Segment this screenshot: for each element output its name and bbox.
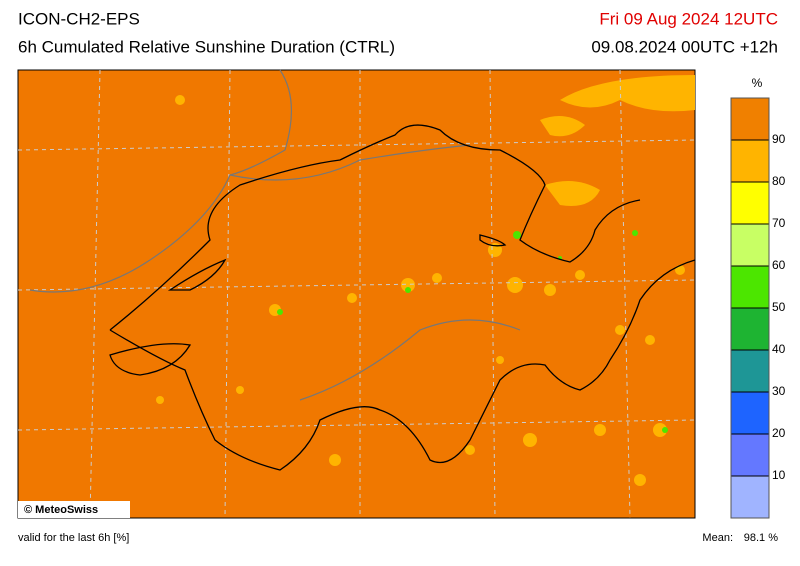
valid-date: Fri 09 Aug 2024 12UTC bbox=[599, 9, 778, 28]
credit: © MeteoSwiss bbox=[24, 504, 98, 516]
colorbar-tick-label: 70 bbox=[772, 216, 786, 230]
colorbar-segment bbox=[730, 433, 770, 477]
colorbar-segment bbox=[730, 349, 770, 393]
colorbar-tick-label: 30 bbox=[772, 384, 786, 398]
title: ICON-CH2-EPS bbox=[18, 9, 140, 28]
colorbar-segment bbox=[730, 307, 770, 351]
sunshine-patch bbox=[540, 116, 585, 137]
subtitle: 6h Cumulated Relative Sunshine Duration … bbox=[18, 37, 395, 56]
mean-label: Mean: bbox=[702, 532, 733, 544]
low-sunshine-spots bbox=[277, 230, 668, 433]
colorbar-segment bbox=[730, 265, 770, 309]
colorbar-segment bbox=[730, 97, 770, 141]
map-area bbox=[17, 69, 696, 519]
colorbar-segment bbox=[730, 223, 770, 267]
colorbar-tick-label: 90 bbox=[772, 132, 786, 146]
colorbar-tick-label: 20 bbox=[772, 426, 786, 440]
credit-box bbox=[18, 501, 130, 518]
colorbar-segment bbox=[730, 475, 770, 519]
colorbar-segment bbox=[730, 181, 770, 225]
country-borders bbox=[109, 124, 696, 471]
map: © MeteoSwiss bbox=[17, 69, 696, 519]
sunshine-patch bbox=[545, 181, 600, 206]
colorbar-tick-label: 60 bbox=[772, 258, 786, 272]
graticule bbox=[17, 69, 696, 519]
colorbar-tick-label: 80 bbox=[772, 174, 786, 188]
colorbar-tick-label: 10 bbox=[772, 468, 786, 482]
colorbar-tick-label: 50 bbox=[772, 300, 786, 314]
colorbar-unit: % bbox=[752, 76, 763, 90]
colorbar: 10 20 30 40 50 60 70 80 90 bbox=[730, 97, 786, 519]
run-info: 09.08.2024 00UTC +12h bbox=[591, 37, 778, 56]
mean-value: 98.1 % bbox=[744, 532, 778, 544]
colorbar-segment bbox=[730, 391, 770, 435]
colorbar-tick-label: 40 bbox=[772, 342, 786, 356]
colorbar-segment bbox=[730, 139, 770, 183]
sunshine-patch bbox=[560, 75, 695, 112]
colorbar-frame bbox=[730, 97, 770, 519]
regional-borders bbox=[29, 69, 521, 401]
validity-note: valid for the last 6h [%] bbox=[18, 532, 129, 544]
